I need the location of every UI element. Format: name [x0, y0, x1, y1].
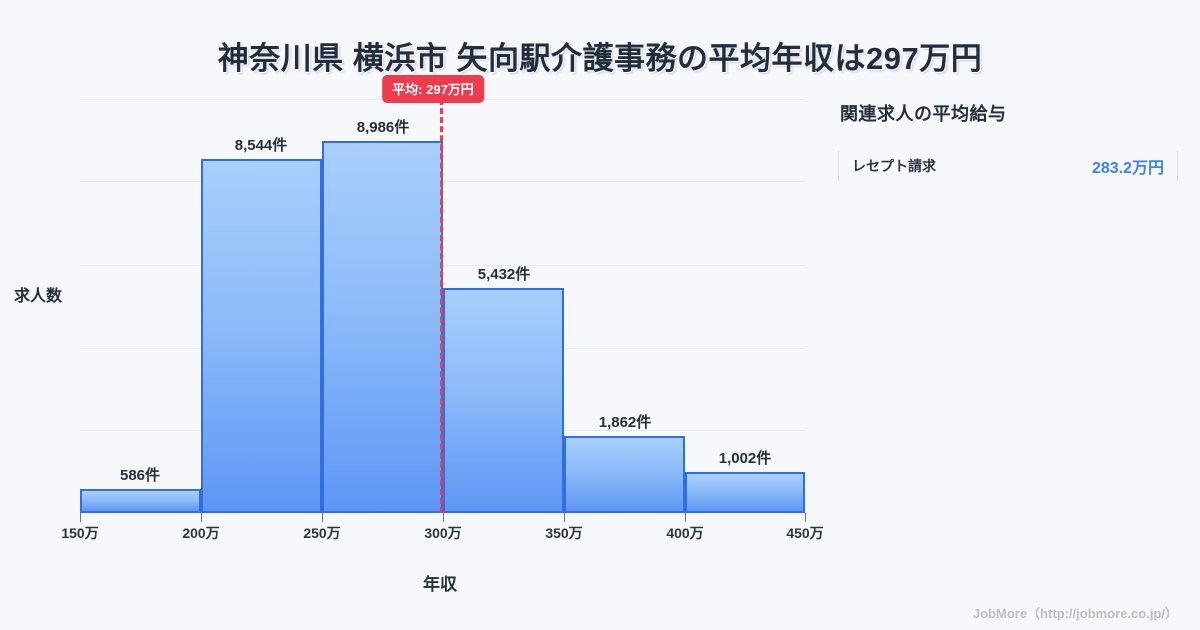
x-tick-350	[564, 513, 565, 522]
bar-200-250	[201, 159, 322, 513]
bar-150-200	[80, 489, 201, 513]
x-tick-label: 400万	[666, 525, 704, 541]
histogram-chart: 求人数 586件 8,544件 8,986件 5,432件 1,862件 1,0…	[14, 75, 824, 594]
bar-value-label: 8,544件	[234, 137, 288, 154]
x-tick-label: 350万	[545, 525, 583, 541]
related-salary-panel: 関連求人の平均給与 レセプト請求 283.2万円	[838, 100, 1178, 184]
y-axis-title: 求人数	[14, 288, 63, 305]
x-tick-250	[322, 513, 323, 522]
bar-300-350	[443, 288, 564, 513]
bar-400-450	[685, 472, 805, 513]
salary-row: レセプト請求 283.2万円	[838, 148, 1178, 184]
x-tick-label: 250万	[303, 525, 341, 541]
related-salary-heading: 関連求人の平均給与	[840, 104, 1007, 124]
page-title: 神奈川県 横浜市 矢向駅介護事務の平均年収は297万円	[217, 41, 983, 76]
x-tick-label: 450万	[786, 525, 824, 541]
plot-area: 586件 8,544件 8,986件 5,432件 1,862件 1,002件 …	[61, 75, 824, 541]
bar-350-400	[564, 436, 685, 513]
x-tick-400	[685, 513, 686, 522]
bar-value-label: 8,986件	[356, 119, 410, 136]
salary-row-name: レセプト請求	[852, 158, 936, 174]
salary-row-value: 283.2万円	[1091, 160, 1164, 177]
x-tick-label: 200万	[182, 525, 220, 541]
x-tick-300	[443, 513, 444, 522]
x-axis-title: 年収	[423, 575, 457, 594]
site-credit: JobMore（http://jobmore.co.jp/）	[972, 606, 1178, 621]
bar-value-label: 586件	[119, 467, 161, 484]
x-tick-label: 300万	[424, 525, 462, 541]
x-tick-label: 150万	[61, 525, 99, 541]
bar-250-300	[322, 141, 443, 513]
x-tick-450	[805, 513, 806, 522]
bar-value-label: 1,862件	[598, 414, 652, 431]
bar-value-label: 5,432件	[477, 266, 531, 283]
average-line	[440, 99, 443, 513]
average-badge: 平均: 297万円	[382, 75, 484, 103]
bar-value-label: 1,002件	[718, 450, 772, 467]
x-tick-200	[201, 513, 202, 522]
x-tick-150	[80, 513, 81, 522]
